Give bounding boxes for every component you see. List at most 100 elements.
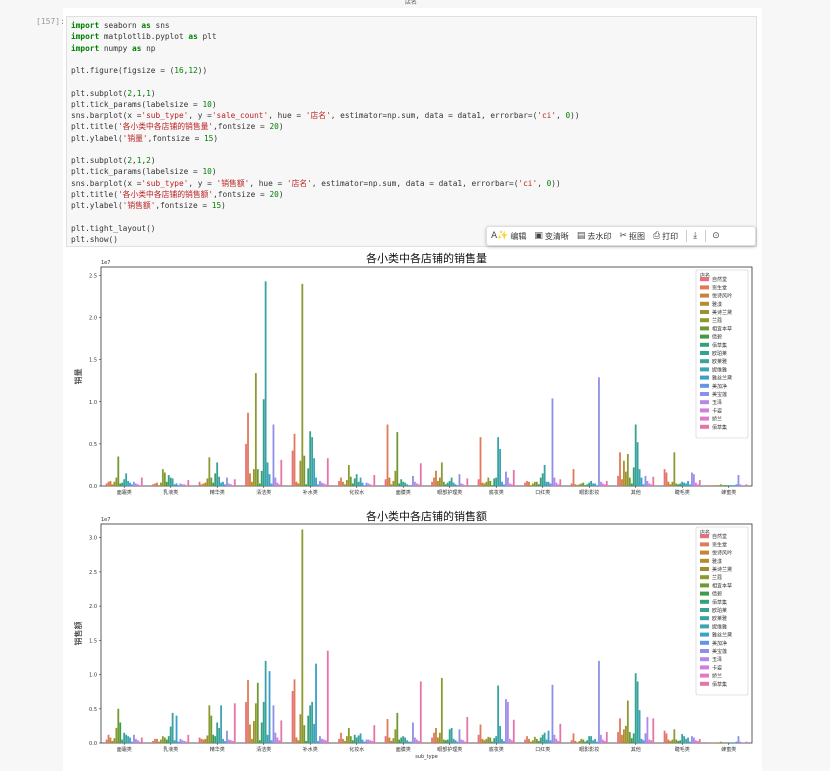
- code-token: ): [278, 189, 284, 199]
- bar: [485, 481, 488, 486]
- code-token: '店名': [286, 178, 312, 188]
- legend-title: 店名: [700, 529, 710, 536]
- y-tick-label: 1.5: [89, 358, 97, 364]
- bar: [741, 742, 744, 743]
- bar: [224, 484, 226, 486]
- legend-entry: 资生堂: [712, 541, 727, 548]
- bar: [733, 485, 736, 486]
- bar: [624, 471, 627, 486]
- bar: [444, 484, 447, 486]
- bar: [136, 484, 139, 486]
- bar: [361, 739, 364, 743]
- legend-swatch: [700, 301, 709, 306]
- bar: [198, 481, 201, 486]
- x-tick-label: 清洁类: [256, 746, 271, 753]
- bar: [586, 740, 589, 743]
- legend-swatch: [700, 408, 709, 413]
- download-button[interactable]: ⤓: [693, 231, 697, 241]
- bar: [729, 742, 732, 743]
- bar: [530, 741, 532, 743]
- enhance-button[interactable]: ▣ 变清晰: [534, 231, 569, 242]
- bar: [489, 737, 492, 743]
- bar: [326, 650, 329, 743]
- bar: [326, 458, 329, 486]
- bar: [280, 720, 283, 743]
- bar: [499, 725, 501, 743]
- bar: [365, 482, 368, 486]
- code-token: plt.figure(figsize = (: [71, 66, 175, 75]
- bar: [133, 481, 135, 486]
- legend-swatch: [700, 640, 709, 645]
- bar: [338, 480, 340, 486]
- bar: [547, 481, 550, 486]
- edit-button[interactable]: A✨ 编辑: [491, 231, 526, 242]
- bar: [185, 741, 188, 743]
- bar: [537, 484, 540, 486]
- bar: [723, 742, 726, 743]
- bar: [171, 712, 174, 743]
- bar: [315, 477, 317, 486]
- bar: [159, 739, 162, 743]
- bar: [717, 485, 720, 486]
- bar: [280, 459, 283, 486]
- bar: [745, 741, 748, 743]
- bar: [446, 482, 449, 486]
- bar: [396, 432, 399, 486]
- more-button[interactable]: ⊙: [712, 231, 720, 241]
- y-tick-label: 1.5: [89, 638, 97, 644]
- bar: [555, 482, 558, 486]
- bar: [479, 437, 482, 486]
- bar: [549, 740, 552, 743]
- bar: [136, 740, 139, 743]
- bar: [714, 485, 716, 486]
- code-token: ,: [537, 178, 547, 188]
- bar: [291, 690, 294, 743]
- legend-entry: 欧莱雅: [712, 358, 727, 365]
- legend-entry: 兰蔻: [712, 317, 722, 324]
- bar: [530, 485, 532, 486]
- sales-count-chart: 各小类中各店铺的销售量 1e7 销量 0.0 0.5 1.0 1.5 2.0 2.5 面霜类 乳液类…: [63, 250, 762, 508]
- bar: [687, 480, 689, 486]
- bar: [638, 469, 641, 486]
- bar: [216, 722, 219, 743]
- bar: [442, 739, 445, 743]
- bar: [249, 473, 251, 486]
- code-token: 1: [146, 88, 151, 98]
- code-token: 'sub_type': [141, 111, 189, 120]
- legend-entry: 倩碧: [712, 334, 722, 341]
- bar: [214, 473, 217, 486]
- print-button[interactable]: ⎙ 打印: [653, 231, 678, 242]
- bar: [233, 703, 236, 743]
- bar: [719, 741, 722, 743]
- code-editor[interactable]: import seaborn as sns import matplotlib.p…: [67, 17, 756, 248]
- bar: [669, 484, 672, 486]
- bar: [297, 483, 300, 486]
- bar: [431, 737, 433, 743]
- bar: [129, 737, 131, 743]
- x-tick-label: 化妆水: [349, 746, 364, 753]
- bar: [624, 725, 627, 743]
- bar: [584, 741, 587, 743]
- bar: [270, 740, 273, 743]
- bar: [669, 740, 672, 743]
- code-line: plt.title('各小类中各店铺的销售量',fontsize = 20): [71, 121, 752, 132]
- bar: [231, 485, 234, 486]
- x-tick-label: 面膜类: [396, 746, 411, 753]
- edit-label: 编辑: [510, 231, 527, 241]
- bar: [712, 485, 714, 486]
- code-cell[interactable]: import seaborn as sns import matplotlib.p…: [66, 16, 757, 247]
- bar: [739, 484, 742, 486]
- code-token: )): [570, 111, 580, 120]
- bar: [181, 484, 184, 486]
- bar: [406, 740, 408, 743]
- print-label: 打印: [662, 231, 679, 241]
- code-line: plt.figure(figsize = (16,12)): [71, 65, 752, 76]
- bar: [444, 740, 447, 743]
- cutout-button[interactable]: ✂ 抠图: [619, 231, 645, 242]
- bar: [628, 732, 631, 743]
- bar: [353, 478, 356, 486]
- remove-watermark-button[interactable]: ▤ 去水印: [577, 231, 612, 242]
- legend-entry: 相宜本草: [712, 582, 732, 589]
- bar: [256, 469, 259, 486]
- watermark-icon: ▤: [576, 231, 586, 241]
